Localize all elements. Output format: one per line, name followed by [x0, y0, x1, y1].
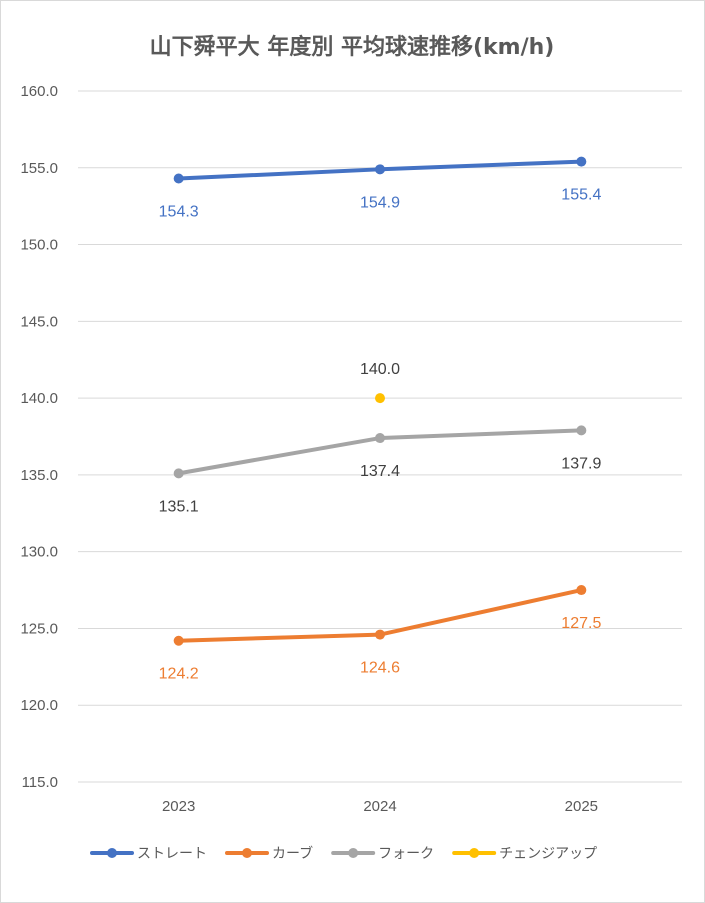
series-1: 154.3 154.9 155.4 — [159, 156, 601, 221]
data-label: 154.9 — [360, 194, 400, 211]
legend-marker — [107, 848, 117, 858]
y-tick-label: 125.0 — [20, 620, 58, 637]
y-tick-label: 160.0 — [20, 83, 58, 100]
chart-title: 山下舜平大 年度別 平均球速推移(km/h) — [150, 34, 555, 60]
data-label: 137.4 — [360, 463, 400, 480]
y-tick-label: 115.0 — [22, 774, 58, 791]
legend-label: フォーク — [378, 846, 434, 862]
legend-label: カーブ — [272, 845, 313, 862]
data-point — [375, 433, 385, 444]
data-label: 135.1 — [159, 498, 199, 515]
data-point — [173, 635, 184, 646]
y-tick-label: 135.0 — [20, 467, 58, 484]
legend-item: ストレート — [90, 846, 207, 862]
x-tick-label: 2024 — [363, 798, 396, 815]
data-label: 154.3 — [159, 204, 199, 221]
y-tick-label: 150.0 — [20, 237, 58, 254]
legend-item: カーブ — [225, 845, 313, 862]
data-point — [576, 156, 587, 167]
plot-area: 154.3 154.9 155.4 124.2 124.6 127.5 135.1 137.4… — [159, 156, 601, 683]
legend-label: チェンジアップ — [499, 846, 597, 862]
data-point — [576, 425, 587, 436]
legend-label: ストレート — [137, 846, 207, 862]
y-tick-label: 145.0 — [20, 313, 58, 330]
data-point — [173, 468, 184, 479]
x-tick-label: 2025 — [565, 798, 598, 815]
series-2: 124.2 124.6 127.5 — [159, 585, 601, 683]
y-tick-label: 140.0 — [20, 390, 58, 407]
x-axis: 2023 2024 2025 — [162, 798, 598, 815]
data-label: 127.5 — [561, 615, 601, 632]
data-point — [173, 173, 184, 184]
y-tick-label: 155.0 — [20, 160, 58, 177]
series-3: 135.1 137.4 137.9 — [159, 425, 601, 515]
y-tick-label: 130.0 — [20, 544, 58, 561]
data-label: 137.9 — [561, 455, 601, 472]
data-point — [375, 393, 385, 404]
data-point — [375, 164, 385, 175]
legend-marker — [469, 848, 480, 858]
data-point — [375, 629, 385, 640]
y-axis: 115.0 120.0 125.0 130.0 135.0 140.0 145.0 150.0… — [20, 83, 58, 791]
legend-marker — [348, 848, 359, 858]
legend-item: フォーク — [331, 846, 434, 862]
legend: ストレート カーブ フォーク チェンジアップ — [90, 845, 597, 862]
legend-marker — [242, 848, 252, 858]
y-tick-label: 120.0 — [20, 697, 58, 714]
data-label: 124.2 — [159, 666, 199, 683]
legend-item: チェンジアップ — [452, 846, 597, 862]
series-4: 140.0 — [360, 361, 400, 404]
data-label: 140.0 — [360, 361, 400, 378]
data-label: 155.4 — [561, 187, 601, 204]
data-point — [576, 585, 587, 596]
x-tick-label: 2023 — [162, 798, 195, 815]
data-label: 124.6 — [360, 660, 400, 677]
